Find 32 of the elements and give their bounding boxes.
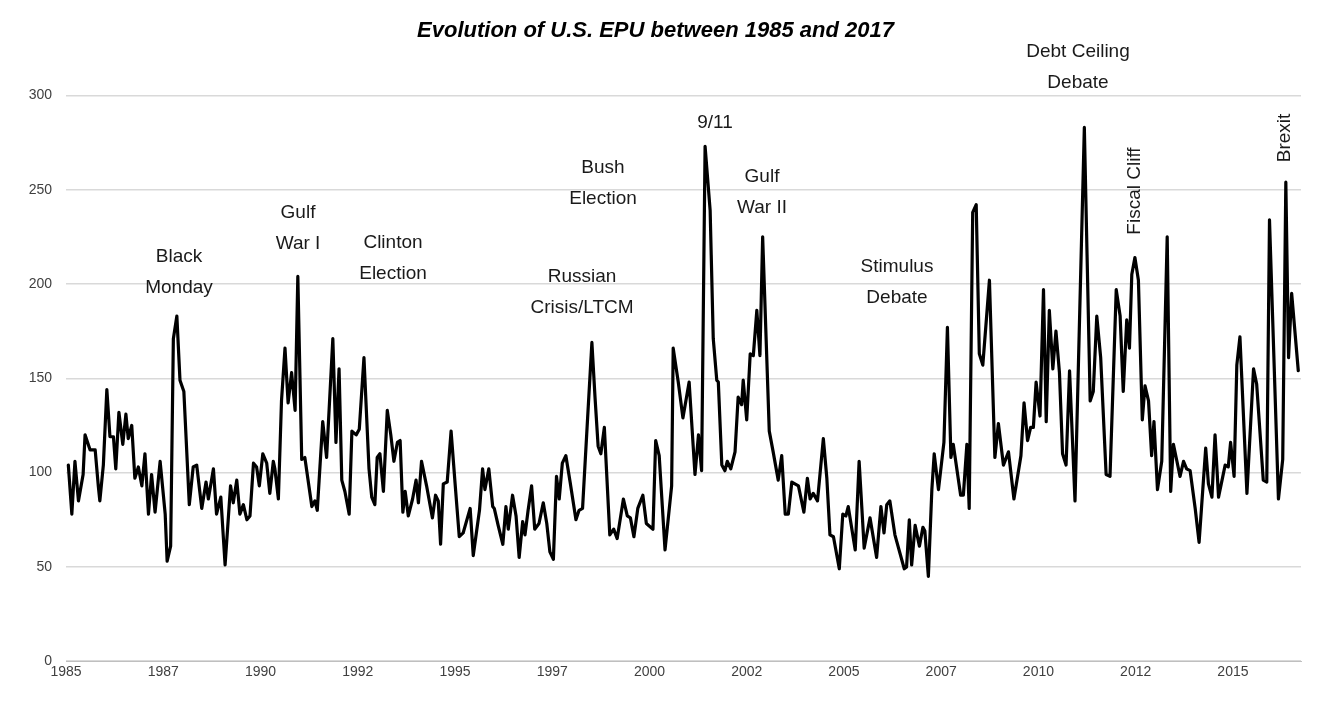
x-tick-label: 1987 (147, 663, 180, 680)
x-tick-label: 2015 (1217, 663, 1249, 680)
annotation: Stimulus Debate (860, 254, 934, 307)
annotation: Brexit (1273, 113, 1295, 163)
annotation: Black Monday (145, 244, 214, 297)
annotation: Gulf War I (275, 200, 321, 253)
x-tick-label: 2002 (731, 663, 763, 680)
x-tick-label: 2012 (1120, 663, 1152, 680)
text: Debt Ceiling Debate (1026, 39, 1130, 92)
y-tick-label: 250 (28, 180, 53, 197)
x-tick-label: 1992 (342, 663, 374, 680)
y-tick-label: 100 (28, 463, 53, 480)
annotation: 9/11 (697, 110, 733, 132)
annotation: Bush Election (569, 155, 637, 208)
x-tick-label: 2010 (1022, 663, 1055, 680)
annotation: Clinton Election (359, 230, 427, 283)
annotation: Russian Crisis/LTCM (530, 264, 634, 317)
y-tick-label: 50 (36, 557, 53, 574)
x-tick-label: 1985 (50, 663, 82, 680)
x-tick-label: 2007 (925, 663, 957, 680)
x-tick-label: 1995 (439, 663, 471, 680)
y-tick-label: 200 (28, 274, 53, 291)
chart-title: Evolution of U.S. EPU between 1985 and 2017 (417, 17, 896, 43)
x-tick-label: 2000 (633, 663, 666, 680)
annotation: Fiscal Cliff (1123, 146, 1145, 235)
x-tick-label: 2005 (828, 663, 860, 680)
y-tick-label: 150 (28, 369, 53, 386)
y-tick-label: 0 (44, 652, 53, 669)
annotation: Gulf War II (737, 164, 787, 217)
y-tick-label: 300 (28, 86, 53, 103)
x-tick-label: 1997 (536, 663, 568, 680)
x-tick-label: 1990 (244, 663, 277, 680)
